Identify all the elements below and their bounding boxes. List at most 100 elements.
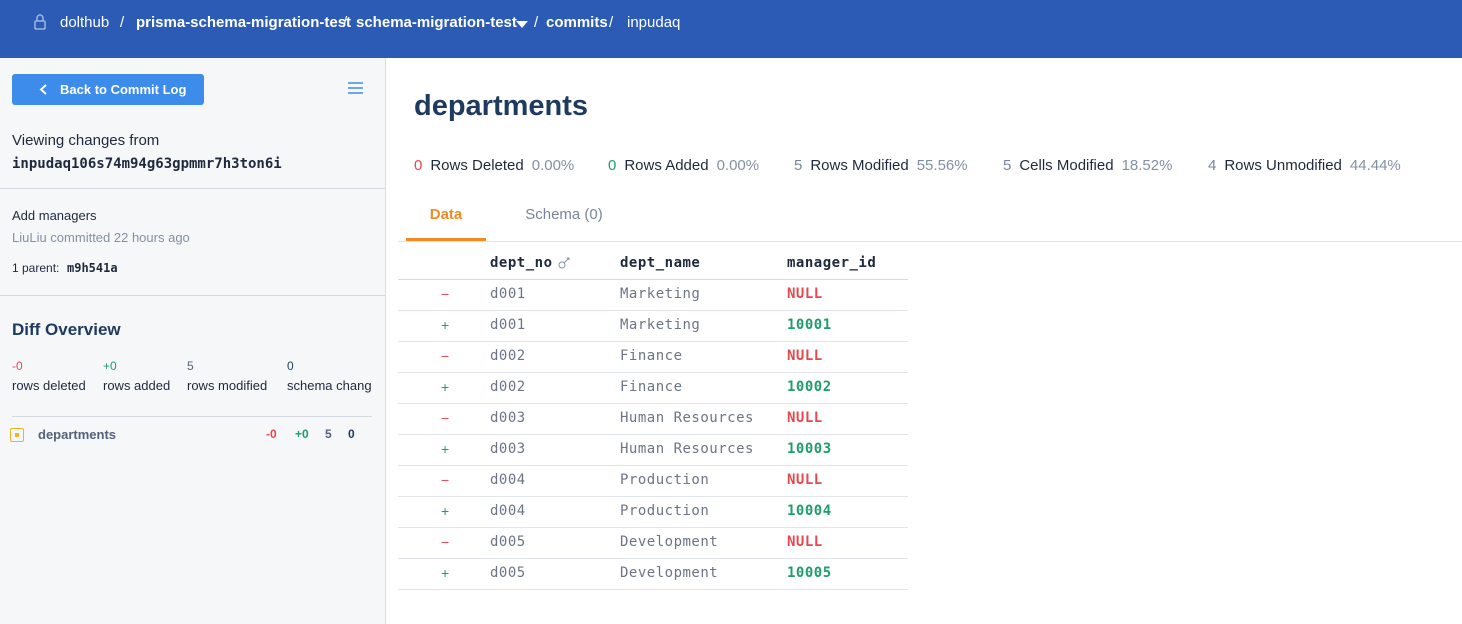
change-marker: − [441,286,450,302]
change-marker: + [441,379,450,395]
table-cell: NULL [787,286,823,302]
stat-value: -0 [12,359,23,373]
row-divider [398,465,908,466]
summary-count: 5 [794,157,802,174]
summary-item: 0Rows Added0.00% [608,157,759,174]
row-divider [398,527,908,528]
summary-item: 5 Rows Modified 55.56% [794,157,968,174]
commit-id: inpudaq [627,14,680,31]
parent-label: 1 parent: [12,261,59,275]
diff-overview-title: Diff Overview [12,320,121,340]
table-cell: d001 [490,286,526,302]
table-name[interactable]: departments [38,427,116,442]
summary-label: Rows Added [624,157,708,174]
database-link[interactable]: prisma-schema-migration-test [136,14,351,31]
row-divider [398,341,908,342]
stat-value: 5 [187,359,194,373]
change-marker: + [441,565,450,581]
summary-item: 0Rows Deleted0.00% [414,157,574,174]
table-cell: 10002 [787,379,832,395]
summary-count: 5 [1003,157,1011,174]
breadcrumb-bar: dolthub / prisma-schema-migration-test /… [0,0,1462,58]
parent-hash[interactable]: m9h541a [67,261,118,275]
table-cell: NULL [787,472,823,488]
table-cell: d002 [490,348,526,364]
separator: / [120,14,124,31]
stat-label: rows deleted [12,378,86,393]
table-cell: NULL [787,534,823,550]
back-button-label: Back to Commit Log [60,74,186,105]
table-cell: d004 [490,472,526,488]
table-cell: d003 [490,410,526,426]
commits-link[interactable]: commits [546,14,608,31]
summary-label: Rows Deleted [430,157,523,174]
table-cell: NULL [787,410,823,426]
menu-icon[interactable] [348,82,363,94]
summary-count: 4 [1208,157,1216,174]
row-divider [398,279,908,280]
summary-label: Rows Modified [810,157,908,174]
table-cell: d005 [490,534,526,550]
summary-label: Cells Modified [1019,157,1113,174]
sidebar: Back to Commit Log Viewing changes from … [0,58,386,624]
table-deleted: -0 [266,427,277,441]
table-cell: d004 [490,503,526,519]
column-header: dept_no [490,255,553,271]
summary-label: Rows Unmodified [1224,157,1342,174]
table-cell: Development [620,534,718,550]
row-divider [398,496,908,497]
separator: / [609,14,613,31]
table-cell: Human Resources [620,410,754,426]
stat-value: +0 [103,359,117,373]
table-icon [10,428,24,442]
table-cell: 10005 [787,565,832,581]
table-cell: d003 [490,441,526,457]
table-cell: Human Resources [620,441,754,457]
table-cell: Production [620,503,709,519]
table-cell: Production [620,472,709,488]
change-marker: + [441,441,450,457]
change-marker: + [441,317,450,333]
row-divider [398,310,908,311]
column-header: dept_name [620,255,700,271]
lock-icon [33,14,47,30]
table-added: +0 [295,427,309,441]
row-divider [398,372,908,373]
owner-link[interactable]: dolthub [60,14,109,31]
tab[interactable]: Schema (0) [502,206,626,238]
table-cell: Finance [620,348,683,364]
row-divider [398,403,908,404]
row-divider [398,589,908,590]
row-divider [398,434,908,435]
summary-percent: 0.00% [532,157,575,174]
table-cell: Marketing [620,286,700,302]
viewing-label: Viewing changes from [12,132,159,149]
summary-percent: 18.52% [1122,157,1173,174]
chevron-left [39,84,47,95]
divider [0,188,385,189]
summary-percent: 55.56% [917,157,968,174]
separator: / [343,14,347,31]
branch-selector[interactable]: schema-migration-test [356,14,517,31]
tab[interactable]: Data [406,206,486,241]
stat-label: rows modified [187,378,267,393]
table-cell: Marketing [620,317,700,333]
change-marker: − [441,348,450,364]
summary-percent: 0.00% [717,157,760,174]
divider [0,295,385,296]
change-marker: − [441,472,450,488]
stat-value: 0 [287,359,294,373]
committer: LiuLiu committed 22 hours ago [12,230,190,245]
separator: / [534,14,538,31]
table-cell: 10003 [787,441,832,457]
back-button[interactable]: Back to Commit Log [12,74,204,105]
table-cell: d005 [490,565,526,581]
table-schema: 0 [348,427,355,441]
table-cell: d001 [490,317,526,333]
table-cell: d002 [490,379,526,395]
row-divider [398,558,908,559]
dropdown-caret[interactable] [516,21,528,29]
stat-label: schema changes [287,378,372,393]
table-modified: 5 [325,427,332,441]
change-marker: − [441,534,450,550]
